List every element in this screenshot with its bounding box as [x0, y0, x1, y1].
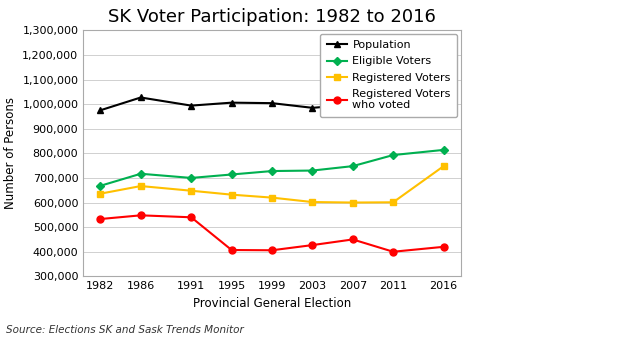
- X-axis label: Provincial General Election: Provincial General Election: [193, 297, 351, 310]
- Title: SK Voter Participation: 1982 to 2016: SK Voter Participation: 1982 to 2016: [108, 8, 436, 26]
- Text: Source: Elections SK and Sask Trends Monitor: Source: Elections SK and Sask Trends Mon…: [6, 325, 244, 335]
- Legend: Population, Eligible Voters, Registered Voters, Registered Voters
who voted: Population, Eligible Voters, Registered …: [320, 34, 458, 117]
- Y-axis label: Number of Persons: Number of Persons: [4, 97, 17, 209]
